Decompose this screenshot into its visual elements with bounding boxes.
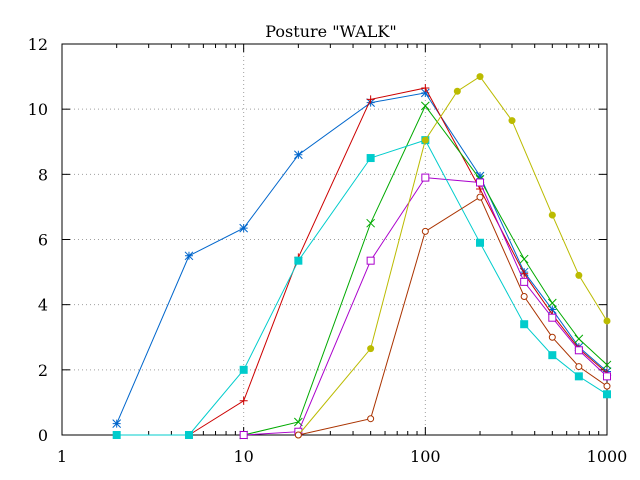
y-tick-label: 2 <box>38 361 48 380</box>
y-tick-label: 0 <box>38 426 48 445</box>
y-tick-label: 10 <box>28 100 48 119</box>
asterisk-marker <box>475 171 485 181</box>
filled-square-marker <box>294 256 303 265</box>
filled-square-marker <box>520 320 529 329</box>
x-marker <box>519 254 529 264</box>
x-marker <box>420 101 430 111</box>
x-marker <box>366 218 375 228</box>
open-square-marker <box>476 178 485 187</box>
y-tick-label: 6 <box>38 231 48 250</box>
open-square-marker <box>366 256 375 265</box>
asterisk-marker <box>294 150 303 160</box>
filled-square-marker <box>476 238 485 247</box>
filled-circle-marker <box>367 345 375 353</box>
grid-lines <box>62 44 607 435</box>
plus-marker <box>520 269 529 278</box>
filled-circle-marker <box>421 136 429 144</box>
plus-marker <box>366 95 375 104</box>
plus-marker <box>239 396 248 405</box>
x-tick-label: 100 <box>410 447 441 466</box>
open-circle-marker <box>294 431 302 439</box>
x-marker <box>547 298 557 308</box>
series-layer <box>112 73 612 440</box>
series-6 <box>294 73 611 439</box>
series-7 <box>294 193 611 439</box>
filled-circle-marker <box>508 117 516 125</box>
x-axis-ticks: 1 10 100 1000 <box>57 44 627 466</box>
filled-circle-marker <box>476 73 484 81</box>
open-circle-marker <box>520 293 528 301</box>
asterisk-marker <box>420 88 430 98</box>
x-marker <box>602 360 612 370</box>
asterisk-marker <box>547 305 557 314</box>
y-tick-label: 8 <box>38 165 48 184</box>
open-circle-marker <box>476 193 484 201</box>
filled-circle-marker <box>453 87 461 95</box>
series-2 <box>184 83 611 439</box>
series-1 <box>112 88 612 428</box>
series-line <box>116 92 608 424</box>
x-marker <box>574 334 584 344</box>
filled-square-marker <box>603 390 611 399</box>
y-tick-label: 4 <box>38 296 48 315</box>
filled-square-marker <box>239 365 248 374</box>
chart-title: Posture "WALK" <box>265 22 396 41</box>
x-tick-label: 1000 <box>587 447 628 466</box>
series-4 <box>239 173 611 439</box>
asterisk-marker <box>112 419 122 428</box>
filled-square-marker <box>366 154 375 163</box>
series-line <box>298 75 608 436</box>
asterisk-marker <box>239 223 249 233</box>
series-line <box>298 196 608 436</box>
open-square-marker <box>574 346 583 355</box>
filled-circle-marker <box>603 317 611 325</box>
series-line <box>188 87 608 436</box>
open-square-marker <box>603 372 611 381</box>
filled-circle-marker <box>548 211 556 219</box>
filled-square-marker <box>548 351 557 360</box>
open-square-marker <box>520 277 529 286</box>
y-tick-label: 12 <box>28 35 48 54</box>
plus-marker <box>421 83 430 92</box>
asterisk-marker <box>184 251 194 261</box>
open-square-marker <box>239 431 248 439</box>
open-circle-marker <box>548 333 556 341</box>
open-circle-marker <box>367 415 375 423</box>
filled-square-marker <box>574 372 583 381</box>
open-square-marker <box>548 313 557 322</box>
y-axis-ticks: 0 2 4 6 8 10 12 <box>28 35 607 445</box>
open-circle-marker <box>421 227 429 235</box>
open-circle-marker <box>575 363 583 371</box>
open-square-marker <box>421 173 430 182</box>
filled-square-marker <box>112 431 121 439</box>
x-tick-label: 1 <box>57 447 67 466</box>
filled-circle-marker <box>575 271 583 279</box>
filled-square-marker <box>184 431 193 439</box>
x-tick-label: 10 <box>233 447 253 466</box>
open-circle-marker <box>603 382 611 390</box>
